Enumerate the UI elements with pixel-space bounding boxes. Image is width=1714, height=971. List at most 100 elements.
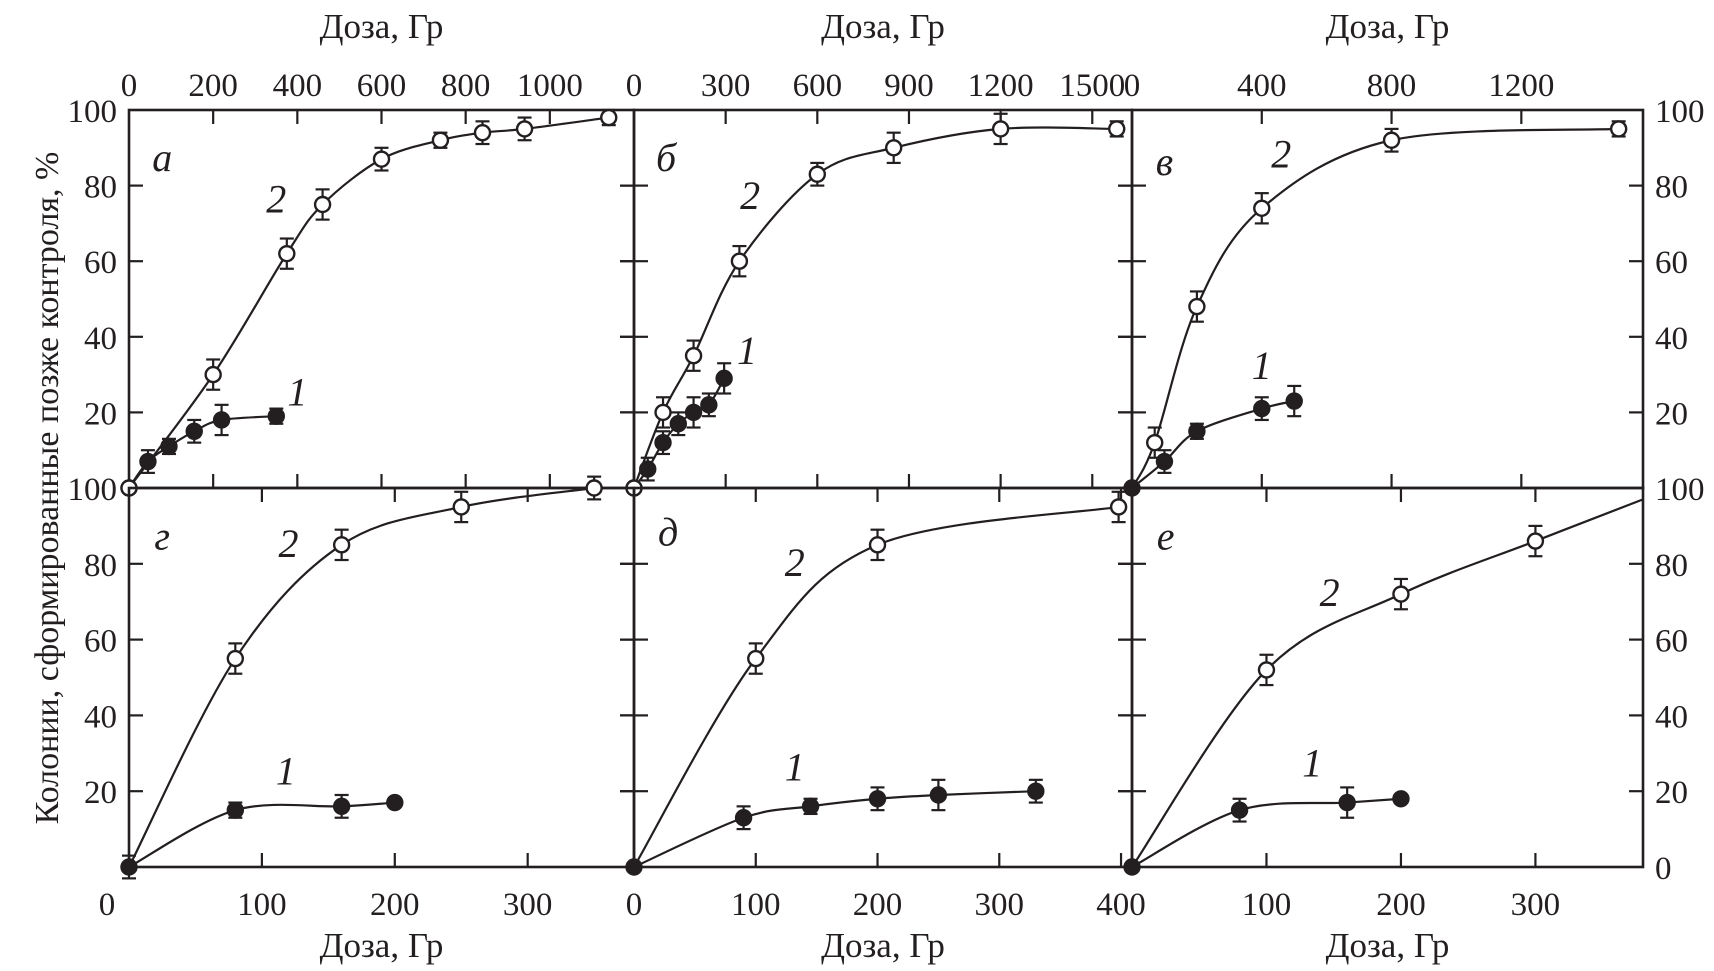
filled-marker bbox=[734, 809, 753, 827]
series-line bbox=[128, 415, 277, 489]
curve-label: 1 bbox=[1302, 741, 1322, 786]
open-marker bbox=[1257, 661, 1276, 679]
panel-5: 0 100 200 300 400 Доза, Гр д 2 1 bbox=[620, 486, 1146, 965]
open-marker bbox=[515, 120, 534, 138]
open-marker bbox=[313, 195, 332, 214]
x-tick-label: 200 bbox=[188, 68, 238, 104]
filled-marker bbox=[684, 403, 703, 422]
series-2 bbox=[120, 108, 618, 497]
x-axis-title: Доза, Гр bbox=[1326, 926, 1450, 965]
y-tick-label: 40 bbox=[84, 321, 117, 357]
y-tick-label: 20 bbox=[1655, 396, 1688, 432]
open-marker bbox=[1109, 498, 1128, 516]
series-line bbox=[1131, 797, 1402, 868]
open-marker bbox=[991, 120, 1010, 138]
panel-4: 0 100 200 300 Доза, Гр 100 80 60 40 20 г 2 1 bbox=[68, 472, 636, 965]
x-tick-label: 1500 bbox=[1059, 68, 1125, 104]
panel-letter: е bbox=[1157, 513, 1175, 558]
filled-marker bbox=[715, 369, 733, 388]
filled-marker bbox=[1392, 790, 1410, 808]
curve-label: 1 bbox=[737, 328, 757, 373]
open-marker bbox=[1188, 297, 1206, 316]
open-marker bbox=[884, 139, 903, 157]
x-tick-label: 300 bbox=[701, 68, 751, 104]
y-tick-label: 40 bbox=[1655, 699, 1688, 735]
y-tick-label: 80 bbox=[84, 170, 117, 206]
y-tick-label: 40 bbox=[1655, 321, 1688, 357]
panel-frame bbox=[632, 108, 1134, 490]
x-tick-label: 200 bbox=[370, 887, 420, 923]
filled-marker bbox=[868, 790, 887, 808]
x-tick-label: 800 bbox=[1367, 68, 1417, 104]
series-line bbox=[1131, 498, 1644, 868]
curve-label: 2 bbox=[785, 540, 805, 585]
y-tick-label: 100 bbox=[68, 472, 118, 508]
filled-marker bbox=[654, 433, 672, 452]
x-tick-label: 1200 bbox=[1488, 68, 1554, 104]
x-tick-label: 400 bbox=[273, 68, 323, 104]
x-tick-label: 1200 bbox=[968, 68, 1034, 104]
open-marker bbox=[600, 108, 618, 127]
filled-marker bbox=[212, 411, 231, 429]
open-marker bbox=[1146, 433, 1164, 452]
panel-frame bbox=[1130, 108, 1645, 490]
panel-frame bbox=[1130, 486, 1645, 869]
x-tick-label: 300 bbox=[503, 887, 553, 923]
x-axis-title: Доза, Гр bbox=[821, 7, 945, 46]
open-marker bbox=[1392, 585, 1410, 603]
x-tick-label: 100 bbox=[1242, 887, 1292, 923]
open-marker bbox=[654, 403, 672, 422]
curve-label: 2 bbox=[1271, 131, 1291, 176]
filled-marker bbox=[386, 793, 404, 812]
y-tick-label: 60 bbox=[1655, 624, 1688, 660]
x-tick-label: 300 bbox=[975, 887, 1025, 923]
x-tick-label: 0 bbox=[1124, 68, 1141, 104]
y-tick-label: 100 bbox=[68, 94, 118, 130]
x-tick-label: 100 bbox=[731, 887, 781, 923]
filled-marker bbox=[185, 422, 203, 440]
filled-marker bbox=[1285, 392, 1303, 410]
series-1 bbox=[120, 793, 404, 880]
open-marker bbox=[204, 365, 222, 384]
x-tick-label: 900 bbox=[884, 68, 934, 104]
y-tick-label: 0 bbox=[1655, 851, 1672, 887]
y-tick-label: 20 bbox=[84, 396, 117, 432]
series-1 bbox=[120, 403, 285, 497]
series-line bbox=[633, 790, 1036, 869]
y-tick-label: 60 bbox=[84, 245, 117, 281]
curve-label: 2 bbox=[266, 177, 286, 222]
series-line bbox=[633, 505, 1119, 868]
y-tick-label: 80 bbox=[1655, 548, 1688, 584]
y-tick-label: 20 bbox=[84, 775, 117, 811]
x-tick-label: 300 bbox=[1511, 887, 1561, 923]
x-tick-label: 200 bbox=[1376, 887, 1426, 923]
open-marker bbox=[278, 244, 296, 263]
open-marker bbox=[808, 165, 827, 183]
x-tick-label: 600 bbox=[357, 68, 407, 104]
panel-letter: а bbox=[152, 135, 172, 180]
series-2 bbox=[625, 112, 1126, 497]
open-marker bbox=[684, 347, 703, 365]
filled-marker bbox=[226, 801, 245, 819]
filled-marker bbox=[1338, 793, 1356, 812]
series-1 bbox=[1123, 384, 1303, 497]
x-tick-label: 600 bbox=[793, 68, 843, 104]
series-1 bbox=[625, 778, 1045, 876]
series-line bbox=[128, 801, 395, 868]
open-marker bbox=[473, 123, 492, 142]
curve-label: 1 bbox=[1252, 343, 1272, 388]
open-marker bbox=[226, 649, 245, 668]
x-tick-label: 1000 bbox=[517, 68, 583, 104]
curve-label: 1 bbox=[785, 744, 805, 789]
x-tick-label: 0 bbox=[626, 887, 643, 923]
series-line bbox=[632, 126, 1117, 489]
panel-frame bbox=[127, 486, 636, 869]
y-tick-label: 60 bbox=[1655, 245, 1688, 281]
series-2 bbox=[128, 475, 603, 868]
x-tick-label: 400 bbox=[1237, 68, 1287, 104]
series-2 bbox=[633, 490, 1128, 868]
series-2 bbox=[1131, 120, 1628, 489]
